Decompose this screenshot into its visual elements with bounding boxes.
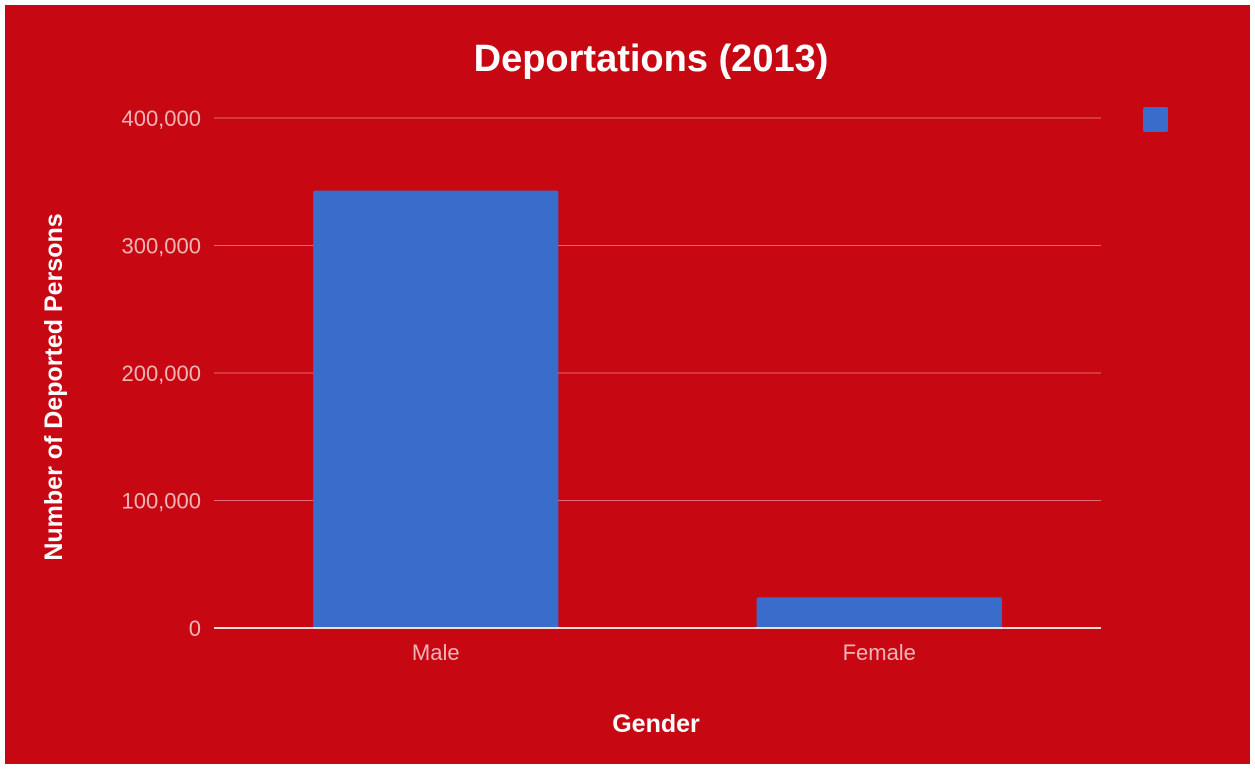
chart-background [5, 5, 1250, 764]
x-tick-label: Male [412, 640, 460, 665]
x-tick-label: Female [843, 640, 916, 665]
x-axis-title: Gender [612, 710, 700, 738]
chart-frame: 0 100,000 200,000 300,000 400,000 Male Female… [5, 5, 1250, 764]
legend-swatch [1143, 107, 1168, 132]
y-tick-label: 200,000 [121, 361, 201, 386]
chart-title: Deportations (2013) [474, 38, 829, 80]
bar-chart: 0 100,000 200,000 300,000 400,000 Male Female… [5, 5, 1250, 764]
bar-male [313, 190, 559, 629]
y-tick-label: 100,000 [121, 489, 201, 514]
y-axis-title: Number of Deported Persons [40, 213, 68, 560]
y-axis-ticks: 0 100,000 200,000 300,000 400,000 [121, 106, 201, 641]
y-tick-label: 400,000 [121, 106, 201, 131]
bars [313, 190, 1002, 629]
x-axis-ticks: Male Female [412, 640, 916, 665]
bar-female [756, 597, 1002, 628]
y-tick-label: 0 [189, 616, 201, 641]
y-tick-label: 300,000 [121, 234, 201, 259]
